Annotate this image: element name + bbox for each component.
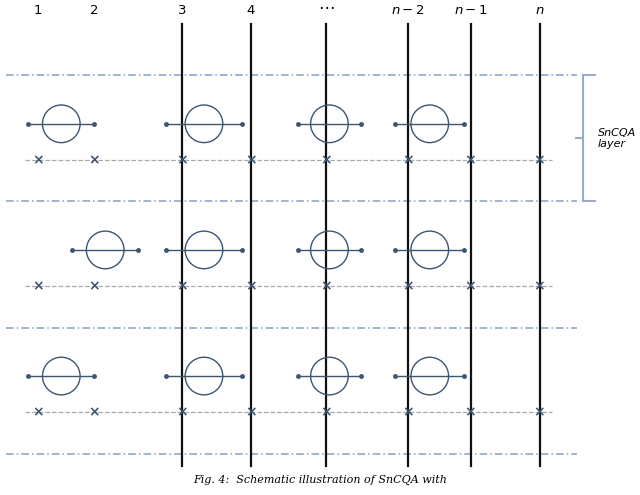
Text: ×: × [32,279,44,294]
Text: ×: × [32,405,44,419]
Text: ×: × [534,279,545,294]
Text: ×: × [402,153,413,167]
Text: ×: × [402,405,413,419]
Text: ×: × [245,279,257,294]
Text: ×: × [402,279,413,294]
Text: ×: × [534,153,545,167]
Text: ×: × [321,153,332,167]
Text: ×: × [88,153,100,167]
Text: $n-2$: $n-2$ [391,4,425,17]
Text: ×: × [465,405,476,419]
Text: ×: × [88,405,100,419]
Text: ×: × [245,153,257,167]
Text: 4: 4 [247,4,255,17]
Text: ×: × [32,153,44,167]
Text: SnCQA
layer: SnCQA layer [598,128,636,149]
Text: 2: 2 [90,4,99,17]
Text: ×: × [534,405,545,419]
Text: $n-1$: $n-1$ [454,4,488,17]
Text: ×: × [465,279,476,294]
Text: ×: × [245,405,257,419]
Text: 1: 1 [33,4,42,17]
Text: ×: × [88,279,100,294]
Text: ⋯: ⋯ [318,0,335,17]
Text: ×: × [465,153,476,167]
Text: ×: × [321,279,332,294]
Text: $n$: $n$ [535,4,544,17]
Text: Fig. 4:  Schematic illustration of SnCQA with: Fig. 4: Schematic illustration of SnCQA … [193,475,447,485]
Text: 3: 3 [178,4,186,17]
Text: ×: × [176,279,188,294]
Text: ×: × [176,153,188,167]
Text: ×: × [321,405,332,419]
Text: ×: × [176,405,188,419]
